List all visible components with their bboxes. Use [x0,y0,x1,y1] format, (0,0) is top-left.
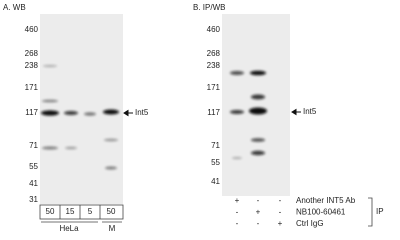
lane-label: 50 [107,207,116,216]
row-label: NB100-60461 [296,208,346,217]
row-label: Ctrl IgG [296,219,324,228]
marker-label: 268 [207,49,221,58]
lane-label: 50 [46,207,55,216]
marker-label: 238 [207,61,221,70]
marker-label: 268 [25,49,39,58]
lane-boxes [39,204,124,223]
arrow-label: Int5 [135,108,149,117]
marker-label: 71 [29,141,38,150]
sign: + [278,219,283,228]
bracket-label: IP [376,207,384,216]
sign: - [236,219,239,228]
marker-label: 460 [207,25,221,34]
marker-label: 238 [25,61,39,70]
blot-b [222,14,290,196]
blot-a [40,14,123,204]
sign: - [257,219,260,228]
group-label: M [109,224,116,233]
sign: - [257,196,260,205]
marker-label: 171 [207,83,221,92]
sign: + [235,196,240,205]
arrow [291,108,301,116]
panel-label: A. WB [3,3,26,12]
marker-label: 55 [29,162,38,171]
group-label: HeLa [59,224,79,233]
ip-bracket [368,197,373,227]
sign: - [279,208,282,217]
panel-label: B. IP/WB [193,3,225,12]
sign: + [256,208,261,217]
marker-label: 55 [211,158,220,167]
arrow [123,109,133,117]
marker-label: 41 [29,179,38,188]
lane-label: 15 [66,207,75,216]
marker-label: 117 [25,108,38,117]
sign: - [279,196,282,205]
marker-label: 460 [25,25,39,34]
lane-label: 5 [88,207,93,216]
marker-label: 171 [25,83,39,92]
marker-label: 41 [211,177,220,186]
row-label: Another INT5 Ab [296,196,356,205]
arrow-label: Int5 [303,107,317,116]
marker-label: 117 [207,108,220,117]
bands-a [41,65,119,170]
marker-label: 31 [29,195,38,204]
marker-label: 71 [211,141,220,150]
sign: - [236,208,239,217]
bands-b [230,70,267,159]
